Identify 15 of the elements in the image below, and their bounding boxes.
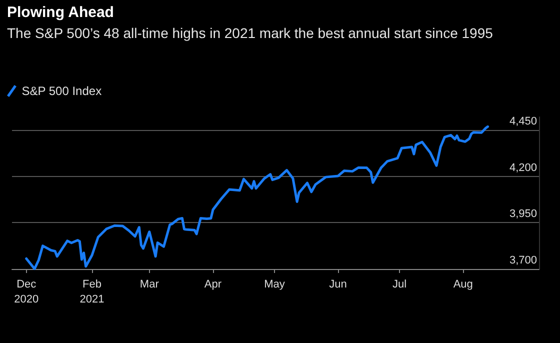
x-tick-label: Aug <box>453 278 473 290</box>
x-tick-label: May <box>264 278 286 290</box>
x-tick-label: Mar <box>140 278 160 290</box>
x-tick-label: Apr <box>204 278 222 290</box>
chart-title: Plowing Ahead <box>7 4 114 21</box>
y-tick-label: 4,450 <box>509 115 537 128</box>
x-tick-label: Jul <box>392 278 407 290</box>
y-tick-label: 3,950 <box>509 208 537 220</box>
chart-subtitle: The S&P 500’s 48 all-time highs in 2021 mark the best annual start since 1995 <box>7 25 494 41</box>
legend-label: S&P 500 Index <box>22 84 102 98</box>
y-tick-label: 3,700 <box>509 254 537 266</box>
y-tick-label: 4,200 <box>509 162 537 174</box>
x-tick-label: Jun <box>329 278 347 290</box>
x-tick-label: Feb 2021 <box>80 278 104 306</box>
x-tick-label: Dec 2020 <box>14 278 39 306</box>
